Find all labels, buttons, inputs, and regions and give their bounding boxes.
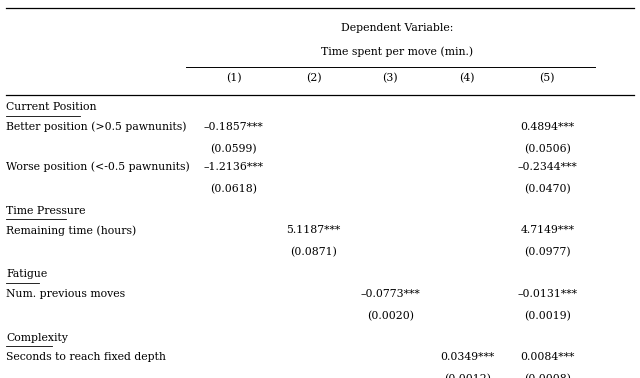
Text: (0.0012): (0.0012) <box>444 374 491 378</box>
Text: Worse position (<-0.5 pawnunits): Worse position (<-0.5 pawnunits) <box>6 162 190 172</box>
Text: –0.1857***: –0.1857*** <box>204 122 264 132</box>
Text: Better position (>0.5 pawnunits): Better position (>0.5 pawnunits) <box>6 122 187 132</box>
Text: 0.0349***: 0.0349*** <box>440 352 494 362</box>
Text: (3): (3) <box>383 73 398 83</box>
Text: Remaining time (hours): Remaining time (hours) <box>6 225 137 236</box>
Text: –0.0773***: –0.0773*** <box>360 289 420 299</box>
Text: (0.0618): (0.0618) <box>210 184 257 194</box>
Text: Seconds to reach fixed depth: Seconds to reach fixed depth <box>6 352 166 362</box>
Text: –0.2344***: –0.2344*** <box>517 162 577 172</box>
Text: Complexity: Complexity <box>6 333 68 342</box>
Text: Dependent Variable:: Dependent Variable: <box>340 23 453 33</box>
Text: (0.0020): (0.0020) <box>367 311 414 321</box>
Text: (2): (2) <box>306 73 321 83</box>
Text: Num. previous moves: Num. previous moves <box>6 289 125 299</box>
Text: (0.0977): (0.0977) <box>524 247 570 257</box>
Text: 4.7149***: 4.7149*** <box>520 225 574 235</box>
Text: Time Pressure: Time Pressure <box>6 206 86 215</box>
Text: –0.0131***: –0.0131*** <box>517 289 577 299</box>
Text: Current Position: Current Position <box>6 102 97 112</box>
Text: (0.0506): (0.0506) <box>524 144 571 154</box>
Text: 0.0084***: 0.0084*** <box>520 352 574 362</box>
Text: (0.0470): (0.0470) <box>524 184 571 194</box>
Text: (1): (1) <box>226 73 241 83</box>
Text: Fatigue: Fatigue <box>6 269 47 279</box>
Text: (0.0599): (0.0599) <box>211 144 257 154</box>
Text: (5): (5) <box>540 73 555 83</box>
Text: Time spent per move (min.): Time spent per move (min.) <box>321 46 473 57</box>
Text: (4): (4) <box>460 73 475 83</box>
Text: 5.1187***: 5.1187*** <box>287 225 340 235</box>
Text: (0.0871): (0.0871) <box>290 247 337 257</box>
Text: (0.0019): (0.0019) <box>524 311 571 321</box>
Text: 0.4894***: 0.4894*** <box>520 122 574 132</box>
Text: –1.2136***: –1.2136*** <box>204 162 264 172</box>
Text: (0.0008): (0.0008) <box>524 374 571 378</box>
